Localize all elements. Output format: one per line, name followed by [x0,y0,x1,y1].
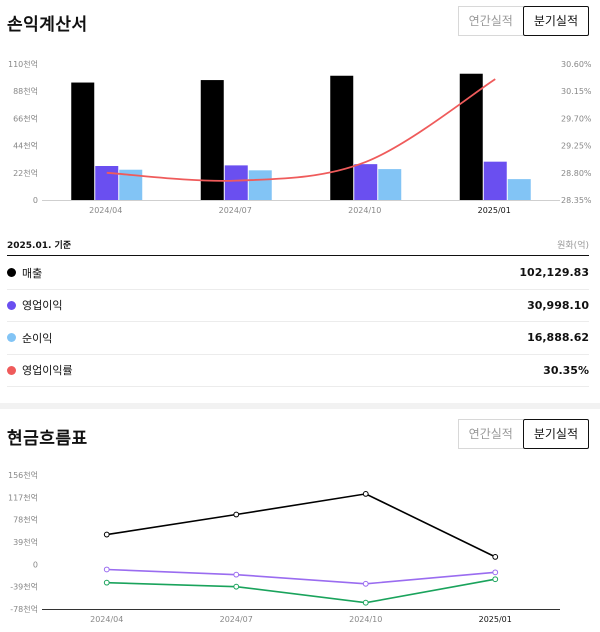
y-axis-tick-label: 66천억 [13,113,38,123]
data-point [233,511,240,518]
data-point [362,580,369,587]
series-dot-icon [7,268,16,278]
income-period-toggle: 연간실적 분기실적 [457,6,589,36]
y-axis-tick-label: 44천억 [13,141,38,151]
income-chart: 110천억 88천억 66천억 44천억 22천억 0 30.60% 30.15% 29.70%… [8,59,592,215]
basis-date: 2025.01. 기준 [7,241,72,251]
bar [507,179,531,200]
series-line [106,578,496,604]
row-value: 16,888.62 [527,331,589,345]
unit-label: 원화(억) [557,241,589,251]
series-dot-icon [7,300,16,310]
income-statement-title: 손익계산서 [7,15,88,35]
x-axis-tick-label: 2024/07 [220,615,253,624]
bar [224,165,248,200]
data-point [103,531,110,538]
y2-axis-tick-label: 28.35% [561,196,592,205]
y-axis-tick-label: 0 [33,196,38,205]
data-point [233,583,240,590]
income-table: 매출 102,129.83 영업이익 30,998.10 순이익 16,888.… [7,257,589,387]
bar [354,164,378,200]
data-point [492,576,499,583]
y-axis-tick-label: -78천억 [10,604,38,614]
income-statement-section: 손익계산서 연간실적 분기실적 110천억 88천억 66천억 44천억 22천억 0 30… [7,6,592,387]
y-axis-tick-label: 88천억 [13,86,38,96]
x-axis-tick-label: 2024/10 [349,615,382,624]
row-label: 순이익 [22,331,53,345]
row-label: 영업이익 [22,299,63,313]
cash-period-toggle: 연간실적 분기실적 [457,419,589,449]
bar [483,161,507,200]
x-axis-tick-label: 2024/10 [348,206,381,215]
cash-flow-section: 현금흐름표 연간실적 분기실적 156천억 117천억 78천억 39천억 0 -39천억… [0,409,600,632]
cash-flow-chart: 156천억 117천억 78천억 39천억 0 -39천억 -78천억 2024/04 2024… [8,470,560,624]
row-value: 30.35% [543,363,589,377]
margin-line [106,78,496,182]
annual-button[interactable]: 연간실적 [457,6,523,36]
data-point [233,571,240,578]
data-point [362,490,369,497]
row-label: 영업이익률 [22,364,73,378]
row-value: 30,998.10 [527,298,589,312]
y2-axis-tick-label: 29.70% [561,114,592,123]
quarterly-button[interactable]: 분기실적 [522,419,589,449]
series-line [106,493,496,558]
series-dot-icon [7,365,16,375]
y-axis-tick-label: 110천억 [8,59,38,69]
quarterly-button[interactable]: 분기실적 [522,6,589,36]
bar [200,80,224,200]
y-axis-tick-label: 78천억 [13,515,38,525]
data-point [103,579,110,586]
data-point [492,569,499,576]
x-axis-tick-label: 2025/01 [479,615,512,624]
data-point [362,599,369,606]
y-axis-tick-label: -39천억 [10,582,38,592]
table-row: 영업이익 30,998.10 [7,290,589,322]
data-point [103,566,110,573]
y2-axis-tick-label: 30.60% [561,60,592,69]
y-axis-tick-label: 39천억 [13,537,38,547]
bar [95,166,119,200]
series-dot-icon [7,333,16,343]
bar [119,169,143,200]
row-value: 102,129.83 [519,266,589,280]
y-axis-tick-label: 0 [33,560,38,569]
y2-axis-tick-label: 30.15% [561,87,592,96]
y2-axis-tick-label: 28.80% [561,169,592,178]
bar [378,169,402,200]
x-axis-tick-label: 2025/01 [478,206,511,215]
row-label: 매출 [22,266,43,280]
bar [71,82,95,200]
bar [330,75,354,200]
bar [459,73,483,200]
table-row: 순이익 16,888.62 [7,322,589,355]
x-axis-tick-label: 2024/04 [90,615,123,624]
y-axis-tick-label: 22천억 [13,168,38,178]
annual-button[interactable]: 연간실적 [457,419,523,449]
series-line [106,568,496,585]
x-axis-tick-label: 2024/04 [89,206,122,215]
bar [248,170,272,200]
y-axis-tick-label: 117천억 [8,492,38,502]
table-row: 매출 102,129.83 [7,257,589,290]
data-point [492,553,499,560]
cash-flow-title: 현금흐름표 [7,429,88,449]
table-row: 영업이익률 30.35% [7,355,589,387]
x-axis-tick-label: 2024/07 [219,206,252,215]
y-axis-tick-label: 156천억 [8,470,38,480]
y2-axis-tick-label: 29.25% [561,142,592,151]
section-divider [0,403,600,409]
income-table-header: 2025.01. 기준 원화(억) [7,236,589,256]
